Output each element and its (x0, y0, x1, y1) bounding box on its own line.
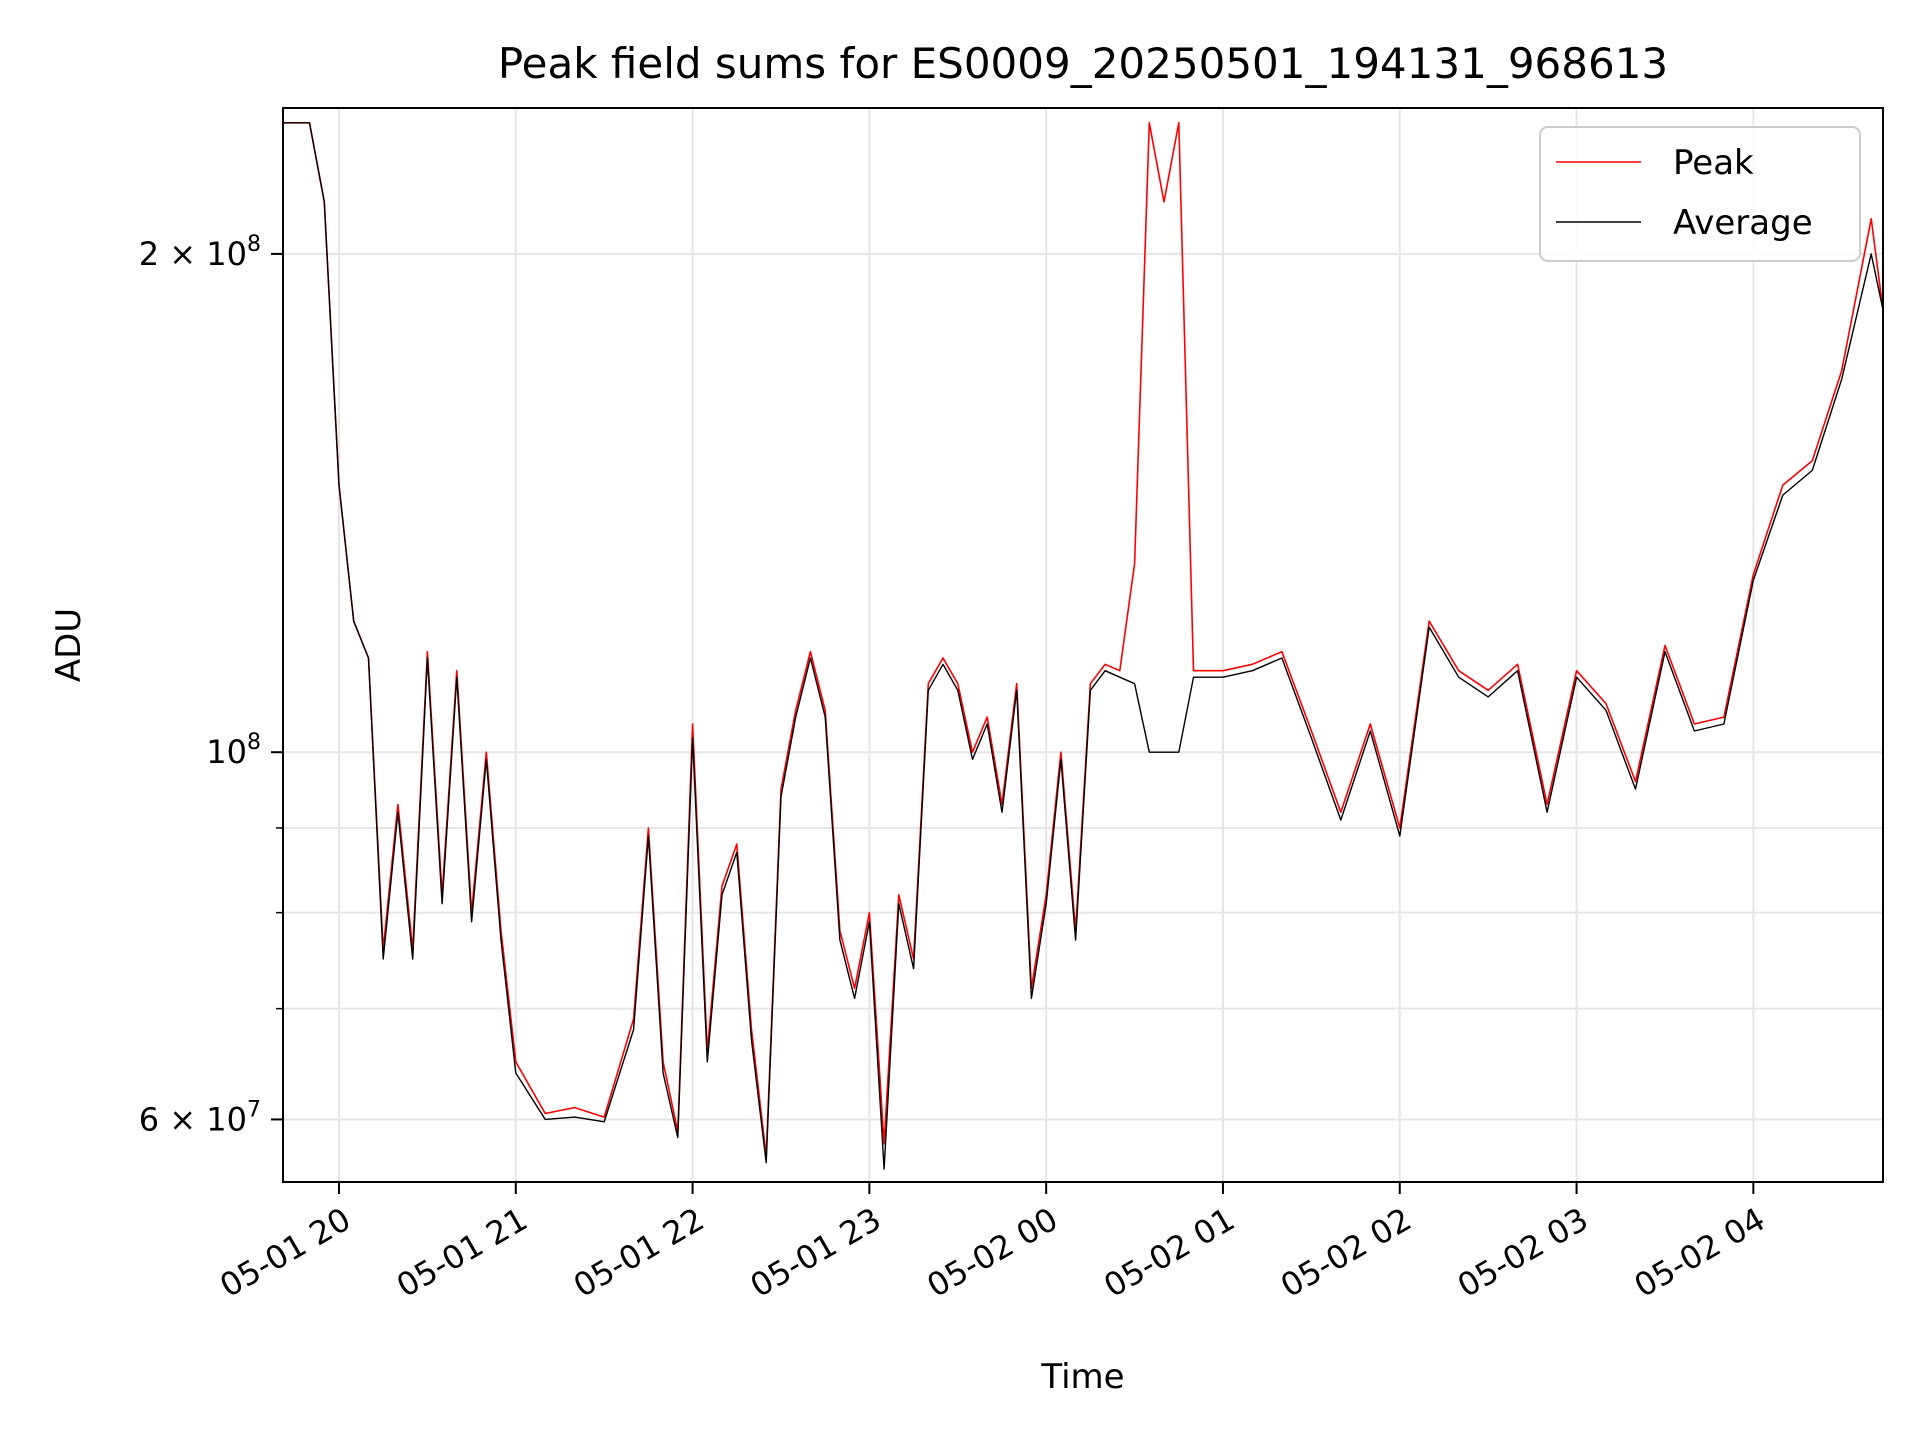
y-tick-label: 6 × 107 (139, 1097, 261, 1138)
x-axis-label: Time (1040, 1357, 1124, 1397)
series-line-average (283, 122, 1883, 1170)
grid (283, 108, 1883, 1182)
legend-label-peak: Peak (1673, 143, 1754, 183)
series-layer (283, 122, 1883, 1170)
y-tick-label: 108 (206, 730, 261, 771)
legend-label-average: Average (1673, 203, 1813, 243)
plot-frame (282, 107, 1884, 1183)
chart-title: Peak field sums for ES0009_20250501_1941… (498, 39, 1668, 88)
legend: Peak Average (1539, 126, 1861, 262)
legend-box (1539, 126, 1861, 262)
y-axis-label: ADU (49, 608, 89, 682)
y-tick-label: 2 × 108 (139, 232, 261, 273)
y-axis: 6 × 107 108 2 × 108 (139, 232, 283, 1138)
